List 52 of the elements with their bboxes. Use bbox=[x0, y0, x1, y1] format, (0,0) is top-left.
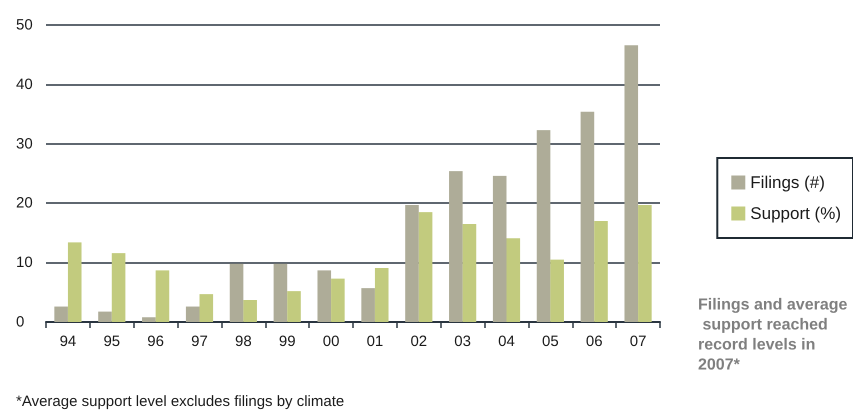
x-tick-label: 96 bbox=[147, 333, 164, 350]
bar bbox=[112, 253, 126, 322]
bar bbox=[462, 224, 476, 322]
x-tick-label: 01 bbox=[366, 333, 384, 350]
bar bbox=[186, 306, 200, 322]
x-tick-label: 06 bbox=[586, 333, 603, 350]
x-tick-label: 99 bbox=[278, 333, 296, 350]
bar bbox=[54, 306, 68, 322]
bar bbox=[624, 45, 638, 322]
bar bbox=[418, 212, 432, 322]
x-tick-label: 95 bbox=[103, 333, 120, 350]
bar bbox=[506, 238, 520, 322]
x-tick-label: 02 bbox=[410, 333, 428, 350]
bar bbox=[230, 264, 244, 322]
x-tick-label: 07 bbox=[630, 333, 646, 350]
legend-label: Support (%) bbox=[750, 204, 841, 223]
x-tick-label: 98 bbox=[235, 333, 252, 350]
text: Filings and average support reached record levels in 2007* bbox=[698, 296, 848, 374]
bar bbox=[274, 264, 288, 322]
legend-label: Filings (#) bbox=[750, 173, 825, 192]
bar bbox=[317, 270, 332, 322]
bar bbox=[449, 171, 463, 322]
y-tick-label: 20 bbox=[16, 194, 33, 212]
bar bbox=[580, 112, 594, 322]
bar bbox=[374, 268, 389, 322]
bar bbox=[68, 242, 82, 322]
bar bbox=[536, 130, 550, 322]
y-tick-label: 10 bbox=[16, 254, 33, 272]
bar bbox=[361, 288, 375, 322]
x-tick-label: 00 bbox=[322, 333, 340, 350]
bar bbox=[331, 278, 345, 322]
bar bbox=[550, 260, 564, 322]
x-tick-label: 04 bbox=[498, 333, 515, 350]
text: *Average support level excludes filings by climate bbox=[16, 393, 344, 410]
bar bbox=[142, 317, 156, 322]
bar bbox=[200, 294, 214, 322]
bar bbox=[156, 270, 170, 322]
bar bbox=[405, 204, 419, 322]
x-tick-label: 05 bbox=[542, 333, 559, 350]
y-tick-label: 0 bbox=[16, 314, 24, 330]
y-tick-label: 30 bbox=[16, 135, 33, 152]
bar bbox=[243, 300, 257, 322]
y-tick-label: 50 bbox=[16, 16, 33, 34]
x-tick-label: 03 bbox=[454, 333, 471, 350]
bar bbox=[492, 176, 506, 322]
bar bbox=[638, 204, 652, 322]
x-tick-label: 97 bbox=[191, 333, 208, 350]
bar bbox=[98, 312, 112, 322]
y-tick-label: 40 bbox=[16, 76, 33, 93]
bar bbox=[287, 291, 301, 322]
bar bbox=[594, 221, 608, 322]
x-tick-label: 94 bbox=[60, 333, 76, 350]
